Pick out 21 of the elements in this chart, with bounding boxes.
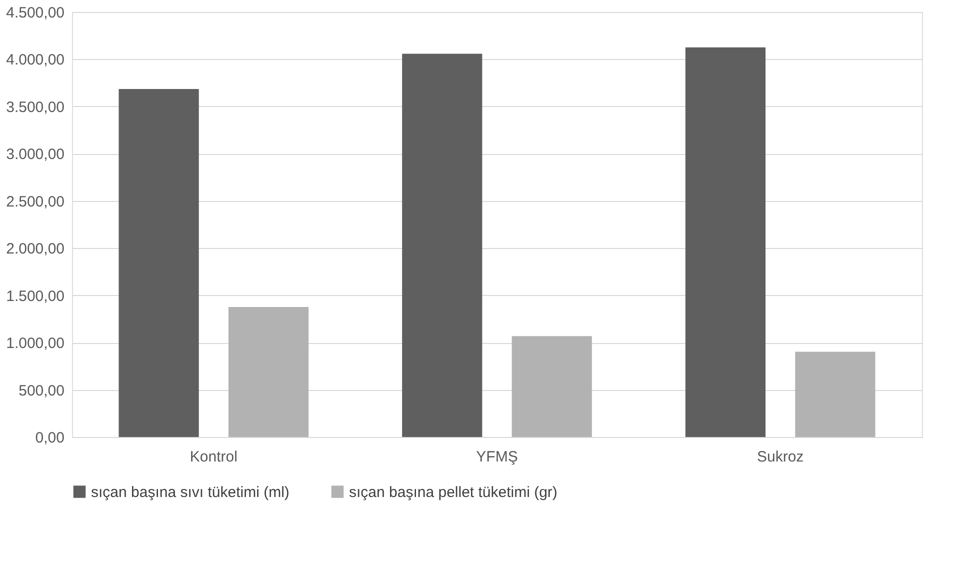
y-tick-label: 2.500,00: [6, 193, 64, 210]
x-tick-label: Kontrol: [190, 448, 238, 466]
y-tick-label: 4.500,00: [6, 4, 64, 22]
x-tick-label: Sukroz: [756, 448, 804, 466]
y-tick-label: 1.000,00: [6, 335, 64, 352]
y-tick-label: 500,00: [18, 382, 64, 400]
legend-label: sıçan başına pellet tüketimi (gr): [349, 484, 558, 501]
y-tick-label: 4.000,00: [6, 52, 64, 69]
bar: [402, 54, 482, 437]
y-tick-label: 1.500,00: [6, 288, 64, 305]
y-tick-label: 3.000,00: [6, 146, 64, 164]
bar: [512, 336, 592, 437]
y-tick-label: 3.500,00: [6, 98, 64, 116]
legend-label: sıçan başına sıvı tüketimi (ml): [91, 484, 290, 501]
x-tick-label: YFMŞ: [476, 448, 518, 466]
bar: [795, 352, 876, 437]
bar: [685, 47, 766, 437]
y-tick-label: 0,00: [35, 430, 64, 446]
y-tick-label: 2.000,00: [6, 240, 64, 258]
bar: [228, 306, 309, 437]
bar: [118, 88, 199, 437]
